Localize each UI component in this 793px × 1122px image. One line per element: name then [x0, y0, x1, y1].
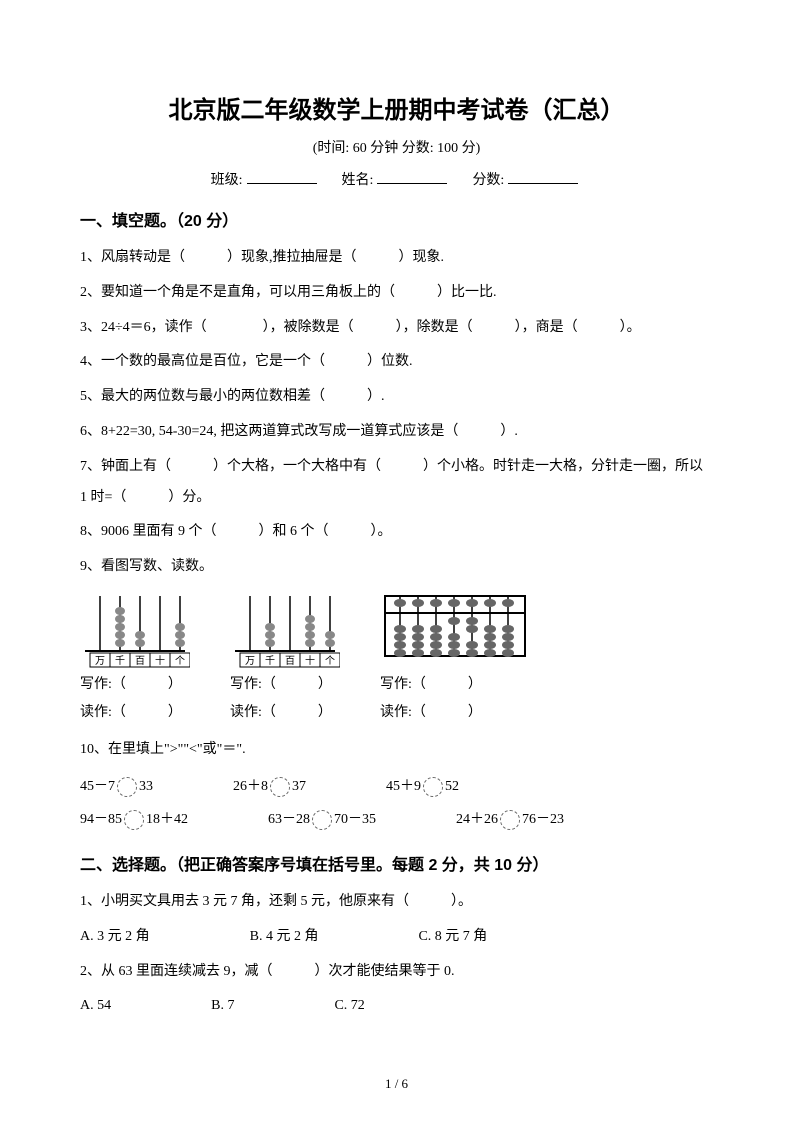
abacus-row: 万 千 百 十 个 写作:（ ） 读作:（ ） 万 千 百 十 个 写作:（ ）: [80, 591, 713, 727]
name-blank[interactable]: [377, 170, 447, 184]
cmp-circle-4[interactable]: [124, 810, 144, 830]
class-label: 班级:: [211, 173, 243, 188]
svg-text:千: 千: [115, 655, 125, 667]
svg-text:十: 十: [155, 654, 165, 667]
cmp-6a: 24＋26: [456, 812, 498, 827]
s2-q1-c: C. 8 元 7 角: [418, 922, 487, 953]
section1-header: 一、填空题。（20 分）: [80, 207, 713, 231]
s2-q1-b: B. 4 元 2 角: [250, 922, 319, 953]
compare-row-2: 94－85 18＋42 63－28 70－35 24＋26 76－23: [80, 803, 713, 837]
s2-q2: 2、从 63 里面连续减去 9，减（ ）次才能使结果等于 0.: [80, 957, 713, 988]
svg-text:个: 个: [325, 655, 335, 667]
section2-header: 二、选择题。（把正确答案序号填在括号里。每题 2 分，共 10 分）: [80, 851, 713, 875]
cmp-2b: 37: [292, 779, 306, 794]
compare-row-1: 45－7 33 26＋8 37 45＋9 52: [80, 770, 713, 804]
cmp-circle-3[interactable]: [423, 777, 443, 797]
cmp-2a: 26＋8: [233, 779, 268, 794]
abacus-3-svg: [380, 591, 530, 671]
write-blank-2: （ ）: [262, 677, 332, 692]
svg-text:万: 万: [95, 656, 105, 667]
write-blank-3: （ ）: [412, 677, 482, 692]
cmp-circle-6[interactable]: [500, 810, 520, 830]
s2-q2-b: B. 7: [211, 991, 234, 1022]
cmp-4b: 18＋42: [146, 812, 188, 827]
write-blank-1: （ ）: [112, 677, 182, 692]
read-blank-2: （ ）: [262, 705, 332, 720]
abacus-2: 万 千 百 十 个 写作:（ ） 读作:（ ）: [230, 591, 340, 727]
abacus-3: 写作:（ ） 读作:（ ）: [380, 591, 530, 727]
svg-text:千: 千: [265, 655, 275, 667]
read-blank-3: （ ）: [412, 705, 482, 720]
q2: 2、要知道一个角是不是直角，可以用三角板上的（ ）比一比.: [80, 278, 713, 309]
abacus-1: 万 千 百 十 个 写作:（ ） 读作:（ ）: [80, 591, 190, 727]
q7: 7、钟面上有（ ）个大格，一个大格中有（ ）个小格。时针走一大格，分针走一圈，所…: [80, 452, 713, 514]
cmp-circle-5[interactable]: [312, 810, 332, 830]
cmp-3a: 45＋9: [386, 779, 421, 794]
q10: 10、在里填上">""<"或"＝".: [80, 735, 713, 766]
cmp-1a: 45－7: [80, 779, 115, 794]
read-label-3: 读作:: [380, 705, 412, 720]
cmp-circle-1[interactable]: [117, 777, 137, 797]
cmp-3b: 52: [445, 779, 459, 794]
cmp-1b: 33: [139, 779, 153, 794]
page-number: 1 / 6: [0, 1076, 793, 1092]
svg-text:百: 百: [135, 655, 145, 667]
s2-q1: 1、小明买文具用去 3 元 7 角，还剩 5 元，他原来有（ ）。: [80, 887, 713, 918]
svg-text:万: 万: [245, 656, 255, 667]
subtitle: (时间: 60 分钟 分数: 100 分): [80, 137, 713, 157]
q9: 9、看图写数、读数。: [80, 552, 713, 583]
score-label: 分数:: [472, 173, 504, 188]
read-label-2: 读作:: [230, 705, 262, 720]
s2-q2-a: A. 54: [80, 991, 111, 1022]
page-title: 北京版二年级数学上册期中考试卷（汇总）: [80, 90, 713, 125]
write-label-3: 写作:: [380, 677, 412, 692]
read-label-1: 读作:: [80, 705, 112, 720]
s2-q1-a: A. 3 元 2 角: [80, 922, 150, 953]
q1: 1、风扇转动是（ ）现象,推拉抽屉是（ ）现象.: [80, 243, 713, 274]
read-blank-1: （ ）: [112, 705, 182, 720]
s2-q1-choices: A. 3 元 2 角 B. 4 元 2 角 C. 8 元 7 角: [80, 922, 713, 953]
class-blank[interactable]: [247, 170, 317, 184]
info-row: 班级: 姓名: 分数:: [80, 169, 713, 189]
s2-q2-choices: A. 54 B. 7 C. 72: [80, 991, 713, 1022]
cmp-5b: 70－35: [334, 812, 376, 827]
s2-q2-c: C. 72: [334, 991, 364, 1022]
cmp-5a: 63－28: [268, 812, 310, 827]
svg-text:个: 个: [175, 655, 185, 667]
cmp-circle-2[interactable]: [270, 777, 290, 797]
cmp-4a: 94－85: [80, 812, 122, 827]
q6: 6、8+22=30, 54-30=24, 把这两道算式改写成一道算式应该是（ ）…: [80, 417, 713, 448]
cmp-6b: 76－23: [522, 812, 564, 827]
svg-text:十: 十: [305, 654, 315, 667]
q8: 8、9006 里面有 9 个（ ）和 6 个（ ）。: [80, 517, 713, 548]
write-label-2: 写作:: [230, 677, 262, 692]
q5: 5、最大的两位数与最小的两位数相差（ ）.: [80, 382, 713, 413]
q4: 4、一个数的最高位是百位，它是一个（ ）位数.: [80, 347, 713, 378]
svg-text:百: 百: [285, 655, 295, 667]
name-label: 姓名:: [342, 173, 374, 188]
score-blank[interactable]: [508, 170, 578, 184]
abacus-1-svg: 万 千 百 十 个: [80, 591, 190, 671]
abacus-2-svg: 万 千 百 十 个: [230, 591, 340, 671]
write-label-1: 写作:: [80, 677, 112, 692]
q3: 3、24÷4＝6，读作（ ），被除数是（ ），除数是（ ），商是（ ）。: [80, 313, 713, 344]
